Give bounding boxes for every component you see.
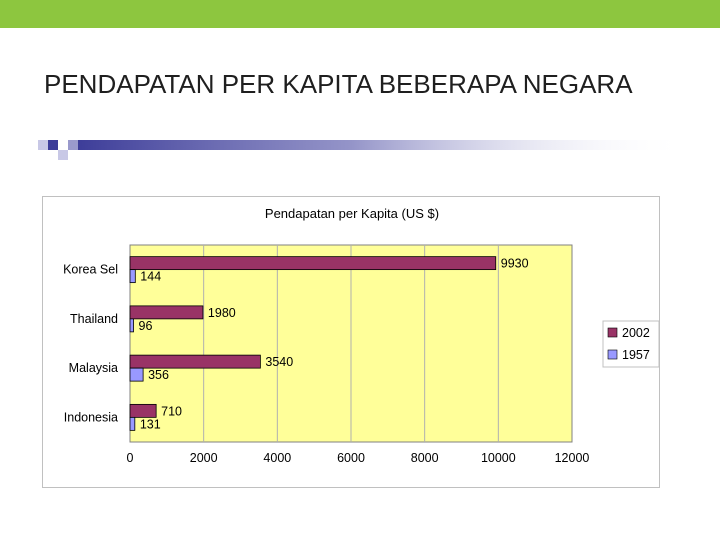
category-labels: Korea Sel Thailand Malaysia Indonesia <box>63 263 118 425</box>
title-underline-gradient <box>38 140 688 160</box>
bar-thailand-1957 <box>129 318 134 333</box>
data-label-thailand-1957: 96 <box>139 319 153 333</box>
legend-swatch-2002 <box>607 327 618 338</box>
chart-svg: Pendapatan per Kapita (US $) 9930 144 1980… <box>42 196 660 488</box>
category-label-thailand: Thailand <box>70 312 118 326</box>
legend-label-1957: 1957 <box>622 348 650 362</box>
bar-chart: Pendapatan per Kapita (US $) 9930 144 1980… <box>42 196 660 488</box>
legend-label-2002: 2002 <box>622 326 650 340</box>
data-label-thailand-2002: 1980 <box>208 306 236 320</box>
top-accent-bar <box>0 0 720 28</box>
chart-title: Pendapatan per Kapita (US $) <box>265 206 439 221</box>
x-tick-label-10000: 10000 <box>481 451 516 465</box>
data-label-korea-sel-2002: 9930 <box>501 257 529 271</box>
x-tick-label-8000: 8000 <box>411 451 439 465</box>
bar-indonesia-1957 <box>129 416 136 431</box>
bar-thailand-2002 <box>129 305 204 320</box>
bar-malaysia-1957 <box>129 367 144 382</box>
bar-korea-sel-2002 <box>129 256 497 271</box>
bar-indonesia-2002 <box>129 403 157 418</box>
data-label-indonesia-2002: 710 <box>161 404 182 418</box>
x-tick-label-2000: 2000 <box>190 451 218 465</box>
gridlines <box>203 245 499 442</box>
category-label-indonesia: Indonesia <box>64 410 118 424</box>
x-axis-ticks: 0 2000 4000 6000 8000 10000 12000 <box>127 451 590 465</box>
slide-title: PENDAPATAN PER KAPITA BEBERAPA NEGARA <box>44 69 633 99</box>
x-tick-label-4000: 4000 <box>263 451 291 465</box>
legend-swatch-1957 <box>607 349 618 360</box>
data-label-malaysia-2002: 3540 <box>265 355 293 369</box>
bar-malaysia-2002 <box>129 354 261 369</box>
data-label-malaysia-1957: 356 <box>148 368 169 382</box>
data-label-korea-sel-1957: 144 <box>140 270 161 284</box>
legend: 2002 1957 <box>602 320 660 368</box>
category-label-korea-sel: Korea Sel <box>63 263 118 277</box>
category-label-malaysia: Malaysia <box>69 361 118 375</box>
bar-korea-sel-1957 <box>129 269 136 284</box>
x-tick-label-6000: 6000 <box>337 451 365 465</box>
x-tick-label-0: 0 <box>127 451 134 465</box>
bars <box>129 256 497 431</box>
data-label-indonesia-1957: 131 <box>140 417 161 431</box>
x-tick-label-12000: 12000 <box>555 451 590 465</box>
